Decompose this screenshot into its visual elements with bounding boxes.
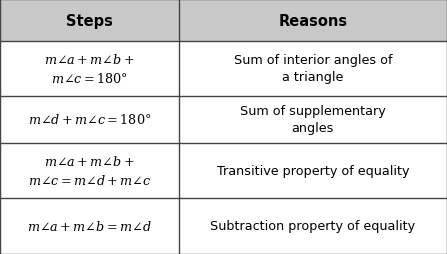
Text: $m\angle a + m\angle b = m\angle d$: $m\angle a + m\angle b = m\angle d$ <box>27 219 152 233</box>
Text: Subtraction property of equality: Subtraction property of equality <box>211 220 415 232</box>
Text: Sum of interior angles of
a triangle: Sum of interior angles of a triangle <box>234 54 392 84</box>
Bar <box>0 198 447 254</box>
Text: $m\angle a + m\angle b +$
$m\angle c = 180°$: $m\angle a + m\angle b +$ $m\angle c = 1… <box>44 53 135 85</box>
Text: Reasons: Reasons <box>278 13 347 28</box>
Text: Transitive property of equality: Transitive property of equality <box>217 164 409 177</box>
Text: $m\angle d + m\angle c = 180°$: $m\angle d + m\angle c = 180°$ <box>28 113 151 127</box>
Bar <box>0 144 447 198</box>
Text: Sum of supplementary
angles: Sum of supplementary angles <box>240 105 386 135</box>
Bar <box>0 97 447 144</box>
Text: Steps: Steps <box>66 13 113 28</box>
Text: $m\angle a + m\angle b +$
$m\angle c = m\angle d + m\angle c$: $m\angle a + m\angle b +$ $m\angle c = m… <box>28 155 151 187</box>
Bar <box>0 0 447 42</box>
Bar <box>0 42 447 97</box>
